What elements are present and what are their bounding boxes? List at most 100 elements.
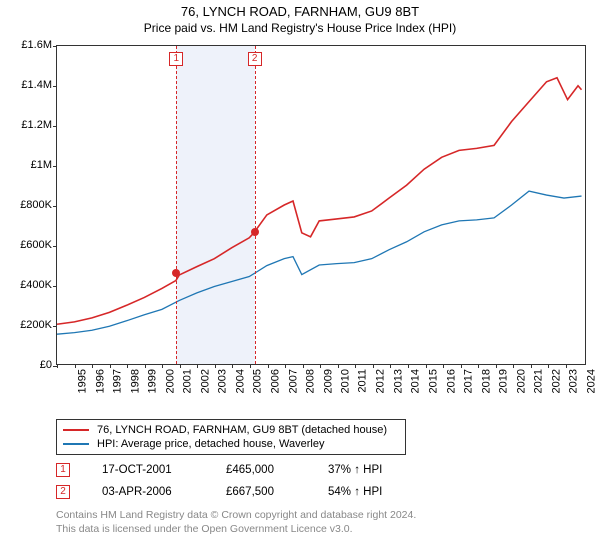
x-tick	[215, 364, 216, 368]
legend-label: HPI: Average price, detached house, Wave…	[97, 438, 324, 450]
x-tick	[408, 364, 409, 368]
x-axis-label: 2006	[270, 369, 282, 393]
x-tick	[162, 364, 163, 368]
y-tick	[53, 326, 57, 327]
x-tick	[250, 364, 251, 368]
legend: 76, LYNCH ROAD, FARNHAM, GU9 8BT (detach…	[56, 419, 406, 455]
sale-marker-line	[255, 46, 256, 364]
y-tick	[53, 166, 57, 167]
x-tick	[145, 364, 146, 368]
x-tick	[232, 364, 233, 368]
sale-price: £667,500	[226, 486, 296, 498]
sale-price: £465,000	[226, 464, 296, 476]
x-axis-label: 2007	[287, 369, 299, 393]
sale-number-box: 2	[56, 485, 70, 499]
sale-date: 17-OCT-2001	[102, 464, 194, 476]
x-axis-label: 2016	[445, 369, 457, 393]
x-axis-label: 1999	[147, 369, 159, 393]
x-tick	[320, 364, 321, 368]
y-axis-label: £0	[40, 359, 52, 371]
x-axis-label: 2008	[305, 369, 317, 393]
sale-date: 03-APR-2006	[102, 486, 194, 498]
y-axis-label: £1.4M	[21, 79, 52, 91]
x-axis-label: 1997	[112, 369, 124, 393]
x-tick	[461, 364, 462, 368]
x-axis-label: 2001	[182, 369, 194, 393]
x-tick	[180, 364, 181, 368]
x-tick	[566, 364, 567, 368]
x-tick	[338, 364, 339, 368]
footer-line: Contains HM Land Registry data © Crown c…	[56, 509, 592, 523]
sale-number-box: 1	[56, 463, 70, 477]
chart-title: 76, LYNCH ROAD, FARNHAM, GU9 8BT	[8, 4, 592, 21]
sale-marker-line	[176, 46, 177, 364]
x-axis-label: 2002	[199, 369, 211, 393]
y-axis-label: £1.2M	[21, 119, 52, 131]
sale-row: 2 03-APR-2006 £667,500 54% ↑ HPI	[56, 485, 592, 499]
x-tick	[268, 364, 269, 368]
x-axis-label: 2000	[164, 369, 176, 393]
sales-list: 1 17-OCT-2001 £465,000 37% ↑ HPI 2 03-APR-200…	[8, 463, 592, 499]
x-axis-label: 1995	[76, 369, 88, 393]
legend-swatch	[63, 443, 89, 445]
x-tick	[92, 364, 93, 368]
y-axis-label: £1.6M	[21, 39, 52, 51]
series-line	[57, 191, 582, 334]
x-axis-label: 2018	[480, 369, 492, 393]
footer-attribution: Contains HM Land Registry data © Crown c…	[56, 509, 592, 536]
sale-marker-dot	[251, 228, 259, 236]
y-axis-label: £800K	[20, 199, 52, 211]
x-tick	[531, 364, 532, 368]
sale-marker-dot	[172, 269, 180, 277]
chart-area: 12 £0£200K£400K£600K£800K£1M£1.2M£1.4M£1…	[8, 41, 592, 413]
sale-hpi: 54% ↑ HPI	[328, 486, 408, 498]
legend-label: 76, LYNCH ROAD, FARNHAM, GU9 8BT (detach…	[97, 424, 387, 436]
y-axis-label: £600K	[20, 239, 52, 251]
x-tick	[127, 364, 128, 368]
x-tick	[426, 364, 427, 368]
x-axis-label: 2011	[356, 369, 368, 393]
x-axis-label: 2010	[340, 369, 352, 393]
x-axis-label: 2021	[533, 369, 545, 393]
x-tick	[303, 364, 304, 368]
x-tick	[478, 364, 479, 368]
y-tick	[53, 46, 57, 47]
y-tick	[53, 286, 57, 287]
x-axis-label: 2015	[427, 369, 439, 393]
x-tick	[355, 364, 356, 368]
legend-item: 76, LYNCH ROAD, FARNHAM, GU9 8BT (detach…	[63, 423, 399, 437]
chart-container: 76, LYNCH ROAD, FARNHAM, GU9 8BT Price p…	[0, 0, 600, 536]
x-axis-label: 2004	[234, 369, 246, 393]
x-tick	[110, 364, 111, 368]
x-axis-label: 2019	[498, 369, 510, 393]
y-axis-label: £1M	[31, 159, 52, 171]
x-axis-label: 2014	[410, 369, 422, 393]
x-axis-label: 2012	[375, 369, 387, 393]
sale-marker-box: 2	[248, 52, 262, 66]
x-tick	[513, 364, 514, 368]
x-tick	[373, 364, 374, 368]
x-tick	[285, 364, 286, 368]
series-line	[57, 78, 582, 324]
x-axis-label: 2024	[585, 369, 597, 393]
series-svg	[57, 46, 585, 364]
sale-marker-box: 1	[169, 52, 183, 66]
chart-subtitle: Price paid vs. HM Land Registry's House …	[8, 21, 592, 35]
y-axis-label: £400K	[20, 279, 52, 291]
x-tick	[57, 364, 58, 368]
y-tick	[53, 206, 57, 207]
footer-line: This data is licensed under the Open Gov…	[56, 523, 592, 537]
x-axis-label: 2020	[515, 369, 527, 393]
y-tick	[53, 86, 57, 87]
y-axis-label: £200K	[20, 319, 52, 331]
y-tick	[53, 126, 57, 127]
legend-swatch	[63, 429, 89, 431]
sale-hpi: 37% ↑ HPI	[328, 464, 408, 476]
x-axis-label: 2017	[463, 369, 475, 393]
x-axis-label: 1996	[94, 369, 106, 393]
x-axis-label: 2022	[550, 369, 562, 393]
sale-row: 1 17-OCT-2001 £465,000 37% ↑ HPI	[56, 463, 592, 477]
x-axis-label: 2013	[392, 369, 404, 393]
x-axis-label: 2005	[252, 369, 264, 393]
plot-region: 12	[56, 45, 586, 365]
